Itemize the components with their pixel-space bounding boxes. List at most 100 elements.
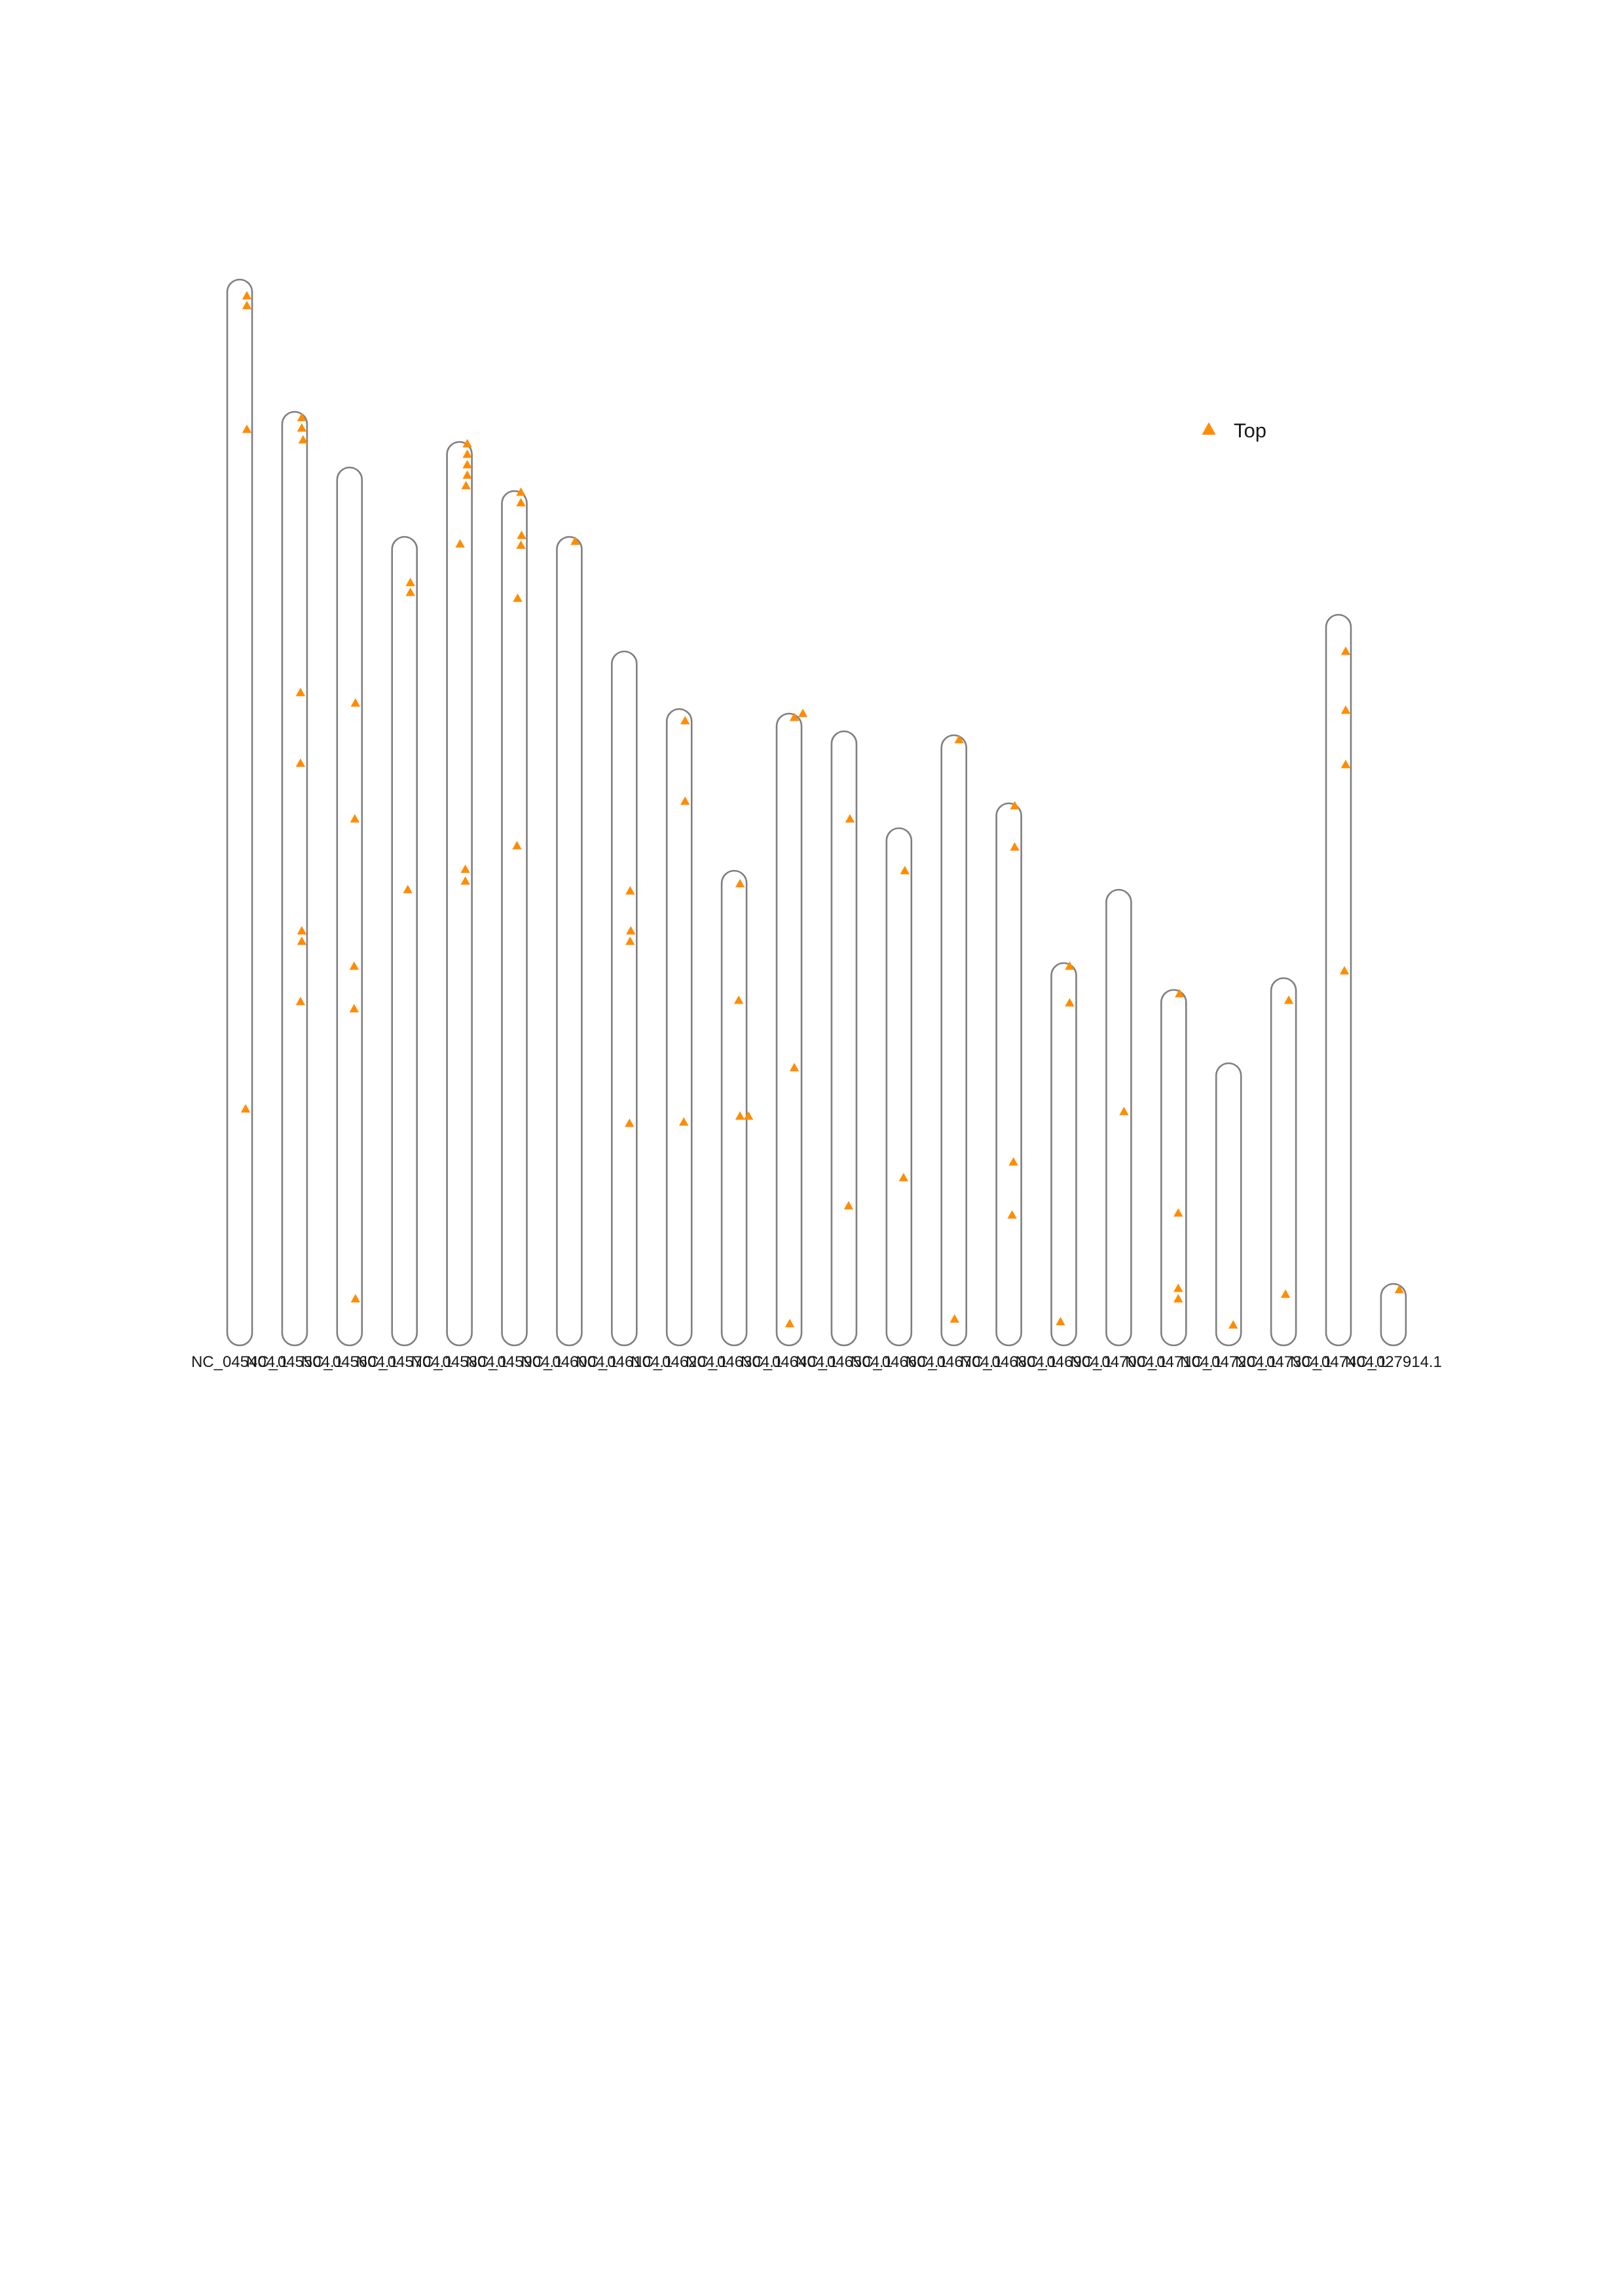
top-marker-icon <box>1065 961 1075 970</box>
top-marker-icon <box>462 460 472 469</box>
top-marker-icon <box>845 814 855 823</box>
top-marker-icon <box>405 577 415 587</box>
chromosome-label: NC_046904.1 <box>1015 1353 1112 1371</box>
top-marker-icon <box>516 498 526 507</box>
top-marker-icon <box>1340 759 1351 769</box>
chromosome-shape <box>1160 989 1187 1347</box>
top-marker-icon <box>297 926 307 935</box>
chromosome-label: NC_046504.1 <box>796 1353 893 1371</box>
top-marker-icon <box>403 884 413 894</box>
top-marker-icon <box>1340 646 1351 655</box>
top-marker-icon <box>297 423 307 432</box>
chromosome-shape <box>1215 1062 1242 1347</box>
top-marker-icon <box>297 936 307 945</box>
chromosome-label: NC_045904.1 <box>466 1353 563 1371</box>
top-marker-icon <box>843 1201 854 1210</box>
top-marker-icon <box>680 796 690 805</box>
chromosome-label: NC_045604.1 <box>301 1353 398 1371</box>
chromosome-group: NC_046404.1 <box>741 708 838 1371</box>
top-marker-icon <box>625 886 635 895</box>
chromosome-label: NC_045704.1 <box>356 1353 453 1371</box>
top-marker-icon <box>350 698 360 707</box>
top-marker-icon <box>1228 1320 1238 1329</box>
chromosome-shape <box>940 734 967 1347</box>
top-marker-icon <box>733 995 744 1004</box>
chromosome-group: NC_027914.1 <box>1345 1283 1442 1371</box>
chromosome-group: NC_046904.1 <box>1015 961 1113 1371</box>
top-marker-icon <box>1340 705 1351 714</box>
chromosome-shape <box>501 490 528 1347</box>
chromosome-label: NC_046204.1 <box>631 1353 728 1371</box>
chromosome-shape <box>1270 977 1297 1347</box>
chromosome-label: NC_045804.1 <box>411 1353 508 1371</box>
top-marker-icon <box>1339 966 1350 975</box>
chromosome-shape <box>995 802 1022 1347</box>
chromosome-label: NC_047104.1 <box>1125 1353 1222 1371</box>
top-marker-icon <box>735 879 745 888</box>
top-marker-icon <box>460 864 470 873</box>
top-marker-icon <box>898 1173 908 1182</box>
top-marker-icon <box>240 1104 251 1113</box>
chromosome-group: NC_047404.1 <box>1290 613 1387 1371</box>
chromosome-shape <box>226 278 253 1347</box>
top-marker-icon <box>405 587 415 596</box>
top-marker-icon <box>735 1111 745 1120</box>
chromosome-group: NC_045804.1 <box>411 439 508 1371</box>
top-marker-icon <box>1175 989 1185 998</box>
top-marker-icon <box>461 481 471 490</box>
top-marker-icon <box>625 936 635 945</box>
top-marker-icon <box>516 540 526 549</box>
chromosome-shape <box>391 536 418 1347</box>
chromosome-group: NC_046604.1 <box>851 827 948 1371</box>
top-marker-icon <box>462 470 472 479</box>
top-marker-icon <box>743 1111 754 1120</box>
top-marker-icon <box>462 449 472 458</box>
chromosome-group: NC_047104.1 <box>1125 989 1222 1371</box>
chromosome-group: NC_047004.1 <box>1070 888 1167 1371</box>
chromosome-shape <box>665 708 693 1347</box>
legend-label: Top <box>1234 419 1266 442</box>
top-marker-icon <box>798 708 808 718</box>
chromosome-label: NC_047304.1 <box>1235 1353 1332 1371</box>
top-marker-icon <box>1173 1208 1183 1217</box>
top-marker-icon <box>295 758 306 767</box>
top-marker-icon <box>789 712 800 721</box>
top-marker-icon <box>517 530 526 539</box>
chromosome-shape <box>1325 613 1352 1347</box>
top-marker-icon <box>789 1063 800 1072</box>
chromosome-shape <box>281 410 308 1347</box>
top-marker-icon <box>242 424 252 433</box>
top-marker-icon <box>1008 1157 1018 1166</box>
chromosome-label: NC_046004.1 <box>521 1353 618 1371</box>
chromosome-shape <box>1380 1283 1407 1347</box>
top-marker-icon <box>295 687 306 697</box>
top-marker-icon <box>297 412 307 422</box>
legend: Top <box>1202 419 1266 442</box>
top-marker-icon <box>455 539 465 548</box>
chromosome-label: NC_045404.1 <box>191 1353 288 1371</box>
chromosome-shape <box>336 466 363 1347</box>
chromosome-label: NC_046304.1 <box>686 1353 783 1371</box>
chromosome-group: NC_047304.1 <box>1235 977 1332 1371</box>
chromosome-label: NC_046104.1 <box>576 1353 673 1371</box>
top-marker-icon <box>625 1118 635 1127</box>
chromosome-label: NC_046404.1 <box>741 1353 838 1371</box>
top-marker-icon <box>954 735 964 744</box>
chromosome-group: NC_045404.1 <box>191 278 288 1371</box>
chromosome-group: NC_046804.1 <box>961 801 1058 1371</box>
top-marker-icon <box>512 841 522 850</box>
top-marker-icon <box>349 1004 359 1013</box>
chromosome-group: NC_046104.1 <box>576 650 673 1371</box>
top-marker-icon <box>350 1294 360 1303</box>
top-marker-icon <box>1280 1289 1291 1298</box>
chromosome-group: NC_046704.1 <box>906 734 1003 1371</box>
chromosome-label: NC_027914.1 <box>1345 1353 1442 1371</box>
top-marker-icon <box>626 926 636 935</box>
top-marker-icon <box>1007 1210 1017 1219</box>
top-marker-icon <box>242 301 252 310</box>
chromosome-shape <box>885 827 913 1347</box>
top-marker-icon <box>570 536 580 545</box>
top-marker-icon <box>1010 801 1020 810</box>
